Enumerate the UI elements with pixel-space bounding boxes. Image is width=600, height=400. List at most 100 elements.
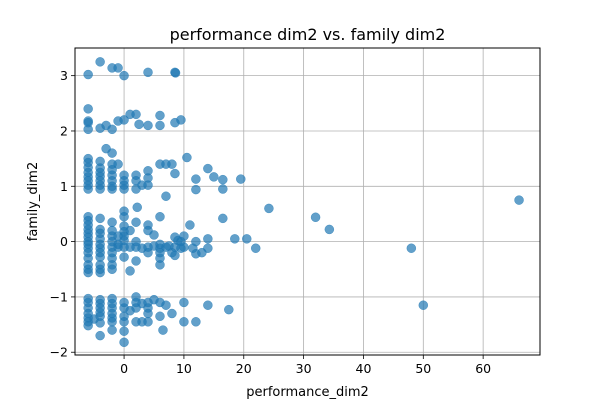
data-point (83, 69, 93, 80)
data-point (191, 184, 201, 195)
data-point (125, 225, 135, 236)
data-point (236, 174, 246, 184)
data-point (324, 224, 335, 235)
x-axis-label: performance_dim2 (246, 385, 369, 400)
data-point (143, 247, 153, 258)
scatter-points (83, 57, 524, 348)
data-point (134, 119, 144, 130)
data-point (95, 184, 105, 194)
x-tick-label: 0 (120, 361, 128, 376)
data-point (131, 109, 141, 120)
data-point (191, 174, 201, 184)
y-tick-label: 2 (60, 123, 68, 138)
data-point (185, 220, 195, 230)
data-point (203, 234, 213, 244)
data-point (242, 234, 252, 244)
data-point (83, 320, 93, 331)
y-tick-label: 0 (60, 234, 68, 249)
x-tick-label: 30 (296, 361, 312, 376)
data-point (125, 266, 135, 276)
y-tick-label: 3 (60, 68, 68, 83)
data-point (119, 252, 129, 262)
data-point (113, 63, 123, 73)
data-point (119, 337, 129, 348)
data-point (143, 308, 153, 319)
data-point (155, 110, 165, 121)
data-point (95, 330, 105, 341)
data-point (113, 159, 123, 169)
data-point (155, 211, 165, 222)
y-tick-label: −1 (50, 289, 68, 304)
data-point (179, 231, 189, 241)
data-point (514, 195, 524, 205)
data-point (182, 152, 192, 163)
data-point (264, 203, 274, 214)
data-point (149, 230, 159, 240)
x-tick-label: 10 (176, 361, 192, 376)
data-point (250, 243, 261, 253)
data-point (107, 124, 117, 135)
data-point (230, 234, 240, 244)
data-point (161, 300, 171, 310)
data-point (83, 184, 93, 194)
data-point (176, 115, 186, 125)
data-point (224, 304, 234, 315)
data-point (143, 180, 153, 190)
x-tick-label: 20 (236, 361, 252, 376)
data-point (119, 211, 129, 222)
data-point (406, 243, 417, 253)
data-point (155, 120, 165, 131)
data-point (203, 300, 213, 310)
x-tick-label: 60 (475, 361, 491, 376)
y-tick-label: 1 (60, 179, 68, 194)
data-point (310, 212, 321, 223)
data-point (167, 308, 177, 319)
data-point (83, 104, 93, 114)
data-point (203, 163, 213, 174)
x-tick-label: 50 (415, 361, 431, 376)
data-point (158, 325, 168, 335)
data-point (107, 317, 117, 327)
data-point (209, 172, 219, 182)
data-point (95, 267, 105, 278)
data-point (95, 318, 105, 328)
y-tick-label: −2 (50, 345, 68, 360)
data-point (218, 213, 228, 224)
data-point (170, 250, 180, 261)
data-point (119, 70, 129, 81)
data-point (170, 168, 180, 179)
data-point (203, 243, 213, 253)
data-point (107, 217, 117, 227)
data-point (155, 311, 165, 322)
data-point (83, 267, 93, 278)
plot-frame (74, 47, 541, 356)
data-point (179, 317, 189, 327)
data-point (107, 148, 117, 158)
data-point (119, 115, 129, 125)
data-point (131, 217, 141, 227)
data-point (83, 124, 93, 135)
axis-ticks: 0 10 20 30 40 50 60 −2 −1 0 1 2 3 (50, 68, 492, 376)
data-point (218, 174, 228, 185)
data-point (107, 325, 117, 335)
data-point (143, 67, 153, 78)
data-point (179, 242, 189, 252)
data-point (179, 297, 189, 308)
data-point (167, 159, 177, 169)
data-point (161, 191, 171, 201)
y-axis-label: family_dim2 (26, 162, 41, 241)
data-point (170, 68, 181, 78)
data-point (191, 236, 201, 247)
chart-title: performance dim2 vs. family dim2 (170, 25, 446, 44)
data-point (119, 326, 129, 336)
x-tick-label: 40 (356, 361, 372, 376)
data-point (218, 184, 228, 194)
data-point (143, 120, 153, 131)
data-point (95, 213, 105, 224)
data-point (191, 317, 201, 327)
data-point (155, 260, 165, 270)
data-point (418, 300, 429, 310)
data-point (95, 57, 105, 67)
